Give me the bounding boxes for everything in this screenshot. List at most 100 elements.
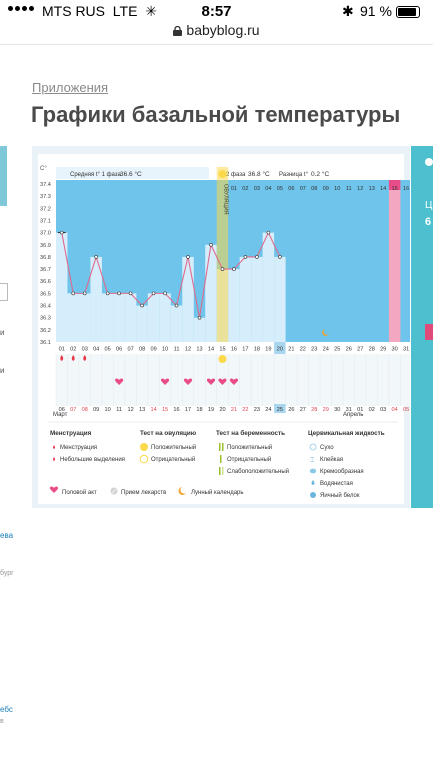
- temperature-point: [140, 303, 144, 308]
- y-axis-unit: С°: [40, 166, 47, 172]
- temperature-column: [113, 293, 125, 342]
- right-panel-marker: [425, 324, 433, 340]
- watery-icon: [311, 480, 315, 485]
- moon-icon: [178, 487, 186, 495]
- ovulation-marker: [218, 355, 227, 363]
- diff-label: Разница t°: [279, 172, 309, 178]
- bbt-chart-frame: Средняя t° 1 фаза 36.6 °С 2 фаза 36.8 °С…: [32, 146, 413, 508]
- temperature-point: [163, 291, 167, 296]
- temperature-column: [147, 293, 160, 342]
- phase2-day-label: 01: [231, 186, 237, 192]
- legend-ovulation-negative: Отрицательный: [151, 456, 195, 463]
- cycle-day-label: 06: [116, 347, 122, 353]
- cycle-day-label: 27: [357, 347, 363, 353]
- cycle-day-label: 21: [288, 347, 294, 353]
- cycle-day-label: 05: [105, 347, 111, 353]
- phase1-header: [56, 167, 209, 179]
- temperature-column: [205, 244, 217, 342]
- date-label: 04: [392, 407, 398, 413]
- temperature-point: [94, 255, 98, 259]
- cycle-day-label: 25: [334, 347, 340, 353]
- temperature-point: [174, 303, 179, 308]
- temperature-column: [228, 269, 240, 342]
- cycle-day-label: 20: [277, 347, 283, 353]
- left-link-snippet[interactable]: ева: [0, 531, 14, 540]
- y-tick-label: 36.1: [40, 340, 51, 346]
- temperature-point: [209, 242, 213, 247]
- legend-cervical-4: Водянистая: [320, 481, 353, 487]
- temperature-point: [82, 291, 87, 296]
- egg-white-icon: [310, 492, 316, 498]
- today-marker: [274, 342, 286, 354]
- legend-cervical-title: Цервикальная жидкость: [308, 430, 385, 437]
- temperature-column: [193, 317, 206, 342]
- temperature-column: [274, 256, 286, 342]
- cycle-day-label: 26: [346, 347, 352, 353]
- y-axis: 37.4 37.3 37.2 37.1 37.0 36.9 36.8 36.7 36.6 36.5…: [40, 182, 51, 346]
- legend-pregnancy-negative: Отрицательный: [227, 456, 271, 463]
- cycle-day-label: 08: [139, 347, 145, 353]
- y-tick-label: 37.3: [40, 194, 51, 200]
- breadcrumb[interactable]: Приложения: [32, 80, 109, 95]
- cycle-day-label: 07: [128, 347, 134, 353]
- right-side-panel[interactable]: Ц 6: [411, 146, 433, 508]
- cycle-day-label: 24: [323, 347, 329, 353]
- pregnancy-negative-icon: [220, 455, 222, 463]
- moon-icon: [322, 329, 329, 336]
- highlight-column: [388, 180, 401, 342]
- ovulation-column-label: ОВУЛЯЦИЯ: [222, 184, 228, 215]
- date-label: 11: [116, 407, 122, 413]
- temperature-column: [239, 256, 252, 342]
- temperature-column: [182, 256, 194, 342]
- date-label: 27: [300, 407, 306, 413]
- address-bar[interactable]: babyblog.ru: [0, 22, 433, 42]
- left-text-snippet: в: [0, 718, 4, 725]
- pregnancy-positive-icon: [219, 443, 224, 451]
- date-label: 19: [208, 407, 214, 413]
- date-label: 31: [346, 407, 352, 413]
- heart-icon: [49, 486, 59, 493]
- temperature-column: [56, 232, 68, 342]
- y-tick-label: 36.6: [40, 279, 51, 285]
- right-panel-text: 6: [425, 216, 432, 228]
- temperature-column: [78, 293, 91, 342]
- temperature-point: [197, 315, 202, 320]
- phase2-day-label: 05: [277, 186, 283, 192]
- date-label: 28: [311, 407, 317, 413]
- date-label: 01: [357, 407, 363, 413]
- phase2-day-label: 10: [334, 186, 340, 192]
- temperature-point: [266, 230, 271, 235]
- phase2-day-label: 08: [311, 186, 317, 192]
- legend-pregnancy-weak: Слабоположительный: [227, 468, 289, 475]
- cycle-day-label: 14: [208, 347, 214, 353]
- bbt-chart: Средняя t° 1 фаза 36.6 °С 2 фаза 36.8 °С…: [38, 154, 413, 504]
- cycle-day-label: 17: [242, 347, 248, 353]
- clock: 8:57: [201, 3, 232, 20]
- cycle-day-label: 23: [311, 347, 317, 353]
- date-label: 29: [323, 407, 329, 413]
- temperature-point: [220, 267, 225, 271]
- legend-menstruation-1: Менструация: [60, 445, 97, 451]
- blood-drop-icon: [71, 355, 75, 361]
- temperature-column: [67, 293, 79, 342]
- ovulation-marker: [218, 170, 227, 178]
- cycle-day-label: 12: [185, 347, 191, 353]
- y-tick-label: 37.1: [40, 218, 51, 224]
- blood-drop-icon: [83, 355, 87, 361]
- sticky-icon: ⌶: [310, 457, 314, 464]
- date-label: 20: [219, 407, 225, 413]
- phase2-value: 36.8 °С: [248, 170, 270, 178]
- temperature-column: [251, 256, 263, 342]
- cycle-day-label: 04: [93, 347, 99, 353]
- cycle-day-label: 28: [369, 347, 375, 353]
- date-label: 25: [277, 407, 283, 413]
- left-link-snippet[interactable]: ебс: [0, 705, 13, 714]
- legend-lunar: Лунный календарь: [191, 489, 244, 496]
- temperature-column: [136, 305, 148, 342]
- left-input-edge[interactable]: [0, 283, 8, 301]
- heart-icon: [206, 378, 216, 385]
- carrier-label: MTS RUS LTE ✳: [42, 3, 157, 19]
- y-tick-label: 36.7: [40, 267, 51, 273]
- phase2-day-label: 11: [346, 186, 352, 192]
- divider: [0, 44, 433, 45]
